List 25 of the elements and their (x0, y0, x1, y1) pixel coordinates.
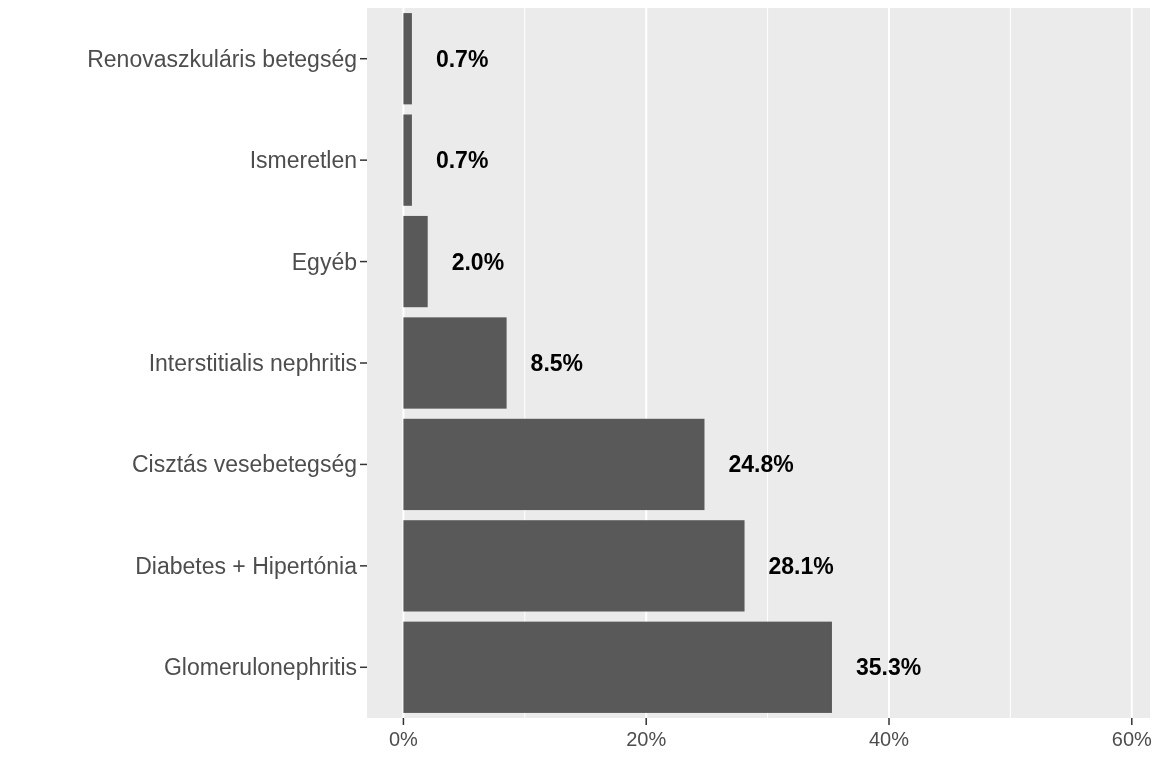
data-label: 28.1% (768, 552, 834, 579)
bar (403, 215, 428, 308)
y-tick-label: Renovaszkuláris betegség (87, 45, 357, 72)
data-label: 8.5% (530, 350, 584, 377)
y-tick-label: Glomerulonephritis (163, 654, 357, 681)
bar (403, 13, 412, 105)
y-tick-label: Cisztás vesebetegség (131, 451, 357, 478)
y-tick-label: Diabetes + Hipertónia (135, 552, 358, 579)
data-label: 2.0% (451, 248, 505, 275)
data-label: 24.8% (728, 451, 794, 478)
bar (403, 621, 832, 713)
y-tick-label: Interstitialis nephritis (148, 350, 357, 377)
y-tick-label: Egyéb (291, 248, 357, 275)
y-tick-label: Ismeretlen (249, 147, 357, 174)
x-tick-label: 60% (1111, 728, 1153, 750)
bar (403, 114, 412, 206)
data-label: 35.3% (855, 654, 922, 681)
x-tick-label: 40% (868, 728, 910, 750)
x-tick-label: 20% (626, 728, 667, 750)
bar (403, 317, 507, 409)
x-tick-label: 0% (388, 728, 419, 750)
data-label: 0.7% (435, 147, 489, 174)
data-label: 0.7% (435, 45, 489, 72)
bar (403, 520, 745, 612)
bar (403, 418, 705, 511)
